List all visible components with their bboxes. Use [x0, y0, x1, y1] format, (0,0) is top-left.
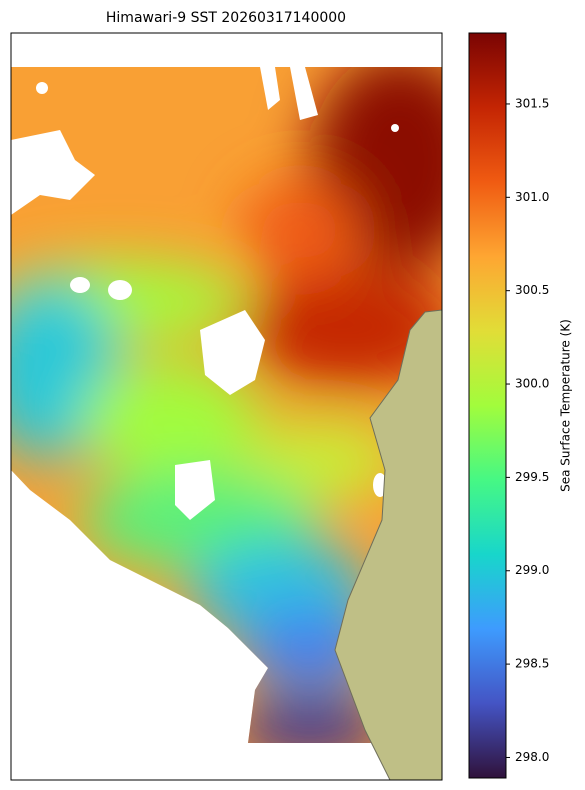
colorbar-scale [468, 32, 507, 779]
sst-field [11, 67, 442, 743]
colorbar-tick-label: 300.0 [515, 377, 549, 391]
colorbar-label: Sea Surface Temperature (K) [559, 319, 573, 492]
cloud-gaps [11, 67, 399, 520]
colorbar-tick-label: 299.5 [515, 470, 549, 484]
colorbar-tick-label: 300.5 [515, 283, 549, 297]
colorbar-tick-label: 301.5 [515, 96, 549, 110]
colorbar-tick-label: 299.0 [515, 563, 549, 577]
map-title: Himawari-9 SST 20260317140000 [106, 10, 346, 26]
map-frame [10, 32, 443, 781]
colorbar-tick-label: 301.0 [515, 190, 549, 204]
colorbar-tick-label: 298.0 [515, 750, 549, 764]
colorbar-tick-label: 298.5 [515, 657, 549, 671]
